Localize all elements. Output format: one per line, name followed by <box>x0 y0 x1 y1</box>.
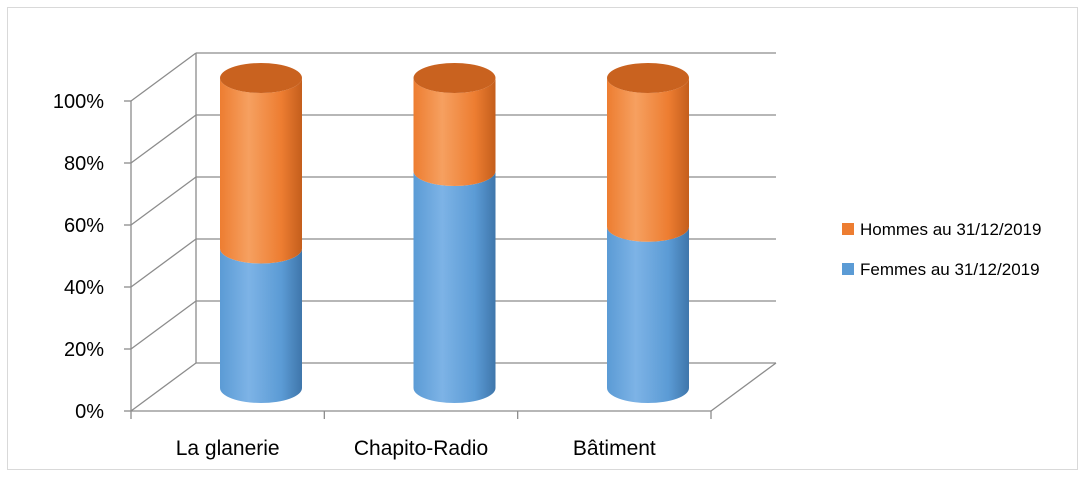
gridline-side <box>130 300 197 350</box>
floor-right-edge <box>710 362 777 412</box>
gridline-side <box>130 52 197 102</box>
legend-swatch <box>842 223 854 235</box>
legend-label: Femmes au 31/12/2019 <box>860 260 1040 279</box>
bar-cap-1 <box>413 63 496 93</box>
bar-cap-2 <box>607 63 689 93</box>
bar-blue-0 <box>220 248 302 403</box>
x-category-label: La glanerie <box>176 437 280 460</box>
legend-label: Hommes au 31/12/2019 <box>860 220 1041 239</box>
bar-orange-2 <box>607 78 689 242</box>
axes: 0% 20% 40% 60% 80% 100% La glanerie Chapito-Rad… <box>53 91 777 460</box>
y-tick-label: 40% <box>64 277 104 299</box>
bar-blue-2 <box>607 226 689 403</box>
legend-swatch <box>842 263 854 275</box>
y-tick-label: 80% <box>64 153 104 175</box>
y-tick-label: 100% <box>53 91 104 113</box>
bar-orange-1 <box>413 78 496 187</box>
cylinders <box>220 63 689 404</box>
x-category-label: Chapito-Radio <box>354 437 488 460</box>
gridline-side <box>130 362 197 412</box>
y-tick-label: 20% <box>64 339 104 361</box>
y-tick-label: 0% <box>75 401 104 423</box>
x-category-label: Bâtiment <box>573 437 656 460</box>
legend: Hommes au 31/12/2019 Femmes au 31/12/2019 <box>842 220 1041 279</box>
y-tick-label: 60% <box>64 215 104 237</box>
gridline-side <box>130 176 197 226</box>
bar-orange-0 <box>220 78 302 264</box>
gridline-side <box>130 114 197 164</box>
gridline-side <box>130 238 197 288</box>
bar-cap-0 <box>220 63 302 93</box>
bar-blue-1 <box>413 171 496 404</box>
